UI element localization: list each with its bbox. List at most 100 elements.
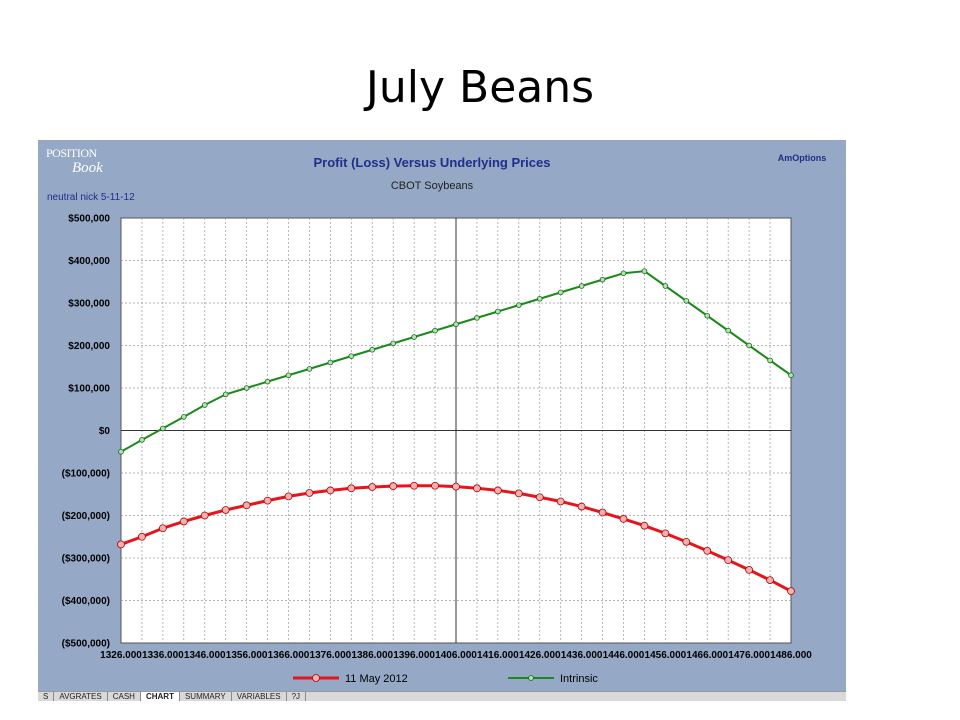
data-point — [158, 524, 167, 533]
data-point — [746, 342, 752, 349]
data-point — [536, 295, 543, 302]
sheet-tab[interactable]: SUMMARY — [180, 692, 232, 701]
data-point — [619, 514, 628, 523]
slide-title: July Beans — [365, 62, 595, 113]
series-layer — [117, 268, 795, 596]
x-tick-label: 1426.000 — [519, 650, 561, 661]
data-point — [682, 537, 691, 546]
data-point — [662, 283, 669, 289]
x-axis-labels: 1326.000 1336.000 1346.000 1356.000 1366.000… — [100, 650, 812, 661]
sheet-tab[interactable]: VARIABLES — [232, 692, 287, 701]
data-point — [745, 565, 754, 574]
data-point — [493, 486, 502, 495]
data-point — [389, 482, 398, 491]
sheet-tab-bar: S AVGRATES CASH CHART SUMMARY VARIABLES ?J — [38, 691, 846, 701]
legend: 11 May 2012 Intrinsic — [293, 673, 598, 685]
data-point — [411, 334, 417, 340]
data-point — [369, 346, 376, 353]
company-label: AmOptions — [778, 153, 827, 163]
data-point — [683, 298, 690, 304]
series-intrinsic — [118, 268, 794, 455]
data-point — [788, 372, 794, 379]
data-point — [473, 484, 481, 493]
y-tick-label: $200,000 — [68, 341, 110, 352]
series-may-2012 — [117, 481, 795, 596]
x-tick-label: 1336.000 — [142, 650, 184, 661]
data-point — [201, 402, 208, 408]
data-point — [326, 486, 335, 495]
x-tick-label: 1366.000 — [268, 650, 310, 661]
y-tick-label: $100,000 — [68, 384, 110, 395]
data-point — [703, 546, 712, 555]
chart-screenshot: POSITION Book Profit (Loss) Versus Under… — [38, 140, 846, 701]
data-point — [474, 315, 480, 321]
data-point — [495, 308, 501, 315]
y-tick-label: $500,000 — [68, 214, 110, 225]
data-point — [221, 506, 230, 514]
data-point — [640, 521, 649, 530]
note-label: neutral nick 5-11-12 — [47, 192, 135, 203]
data-point — [327, 359, 334, 366]
data-point — [242, 501, 251, 510]
data-point — [347, 484, 356, 493]
sheet-tab[interactable]: AVGRATES — [54, 692, 108, 701]
y-tick-label: ($500,000) — [62, 639, 110, 650]
data-point — [305, 489, 314, 497]
data-point — [431, 481, 439, 490]
data-point — [118, 448, 124, 455]
legend-label: Intrinsic — [560, 673, 598, 685]
chart-title: Profit (Loss) Versus Underlying Prices — [314, 155, 551, 170]
data-point — [724, 556, 733, 565]
data-point — [200, 511, 209, 520]
logo-word-position: POSITION — [46, 146, 98, 160]
y-tick-label: ($400,000) — [62, 596, 110, 607]
sheet-tab[interactable]: S — [38, 692, 55, 701]
data-point — [284, 492, 293, 501]
legend-label: 11 May 2012 — [345, 673, 408, 685]
logo-word-book: Book — [72, 160, 103, 176]
data-point — [578, 283, 585, 289]
data-point — [704, 312, 711, 319]
data-point — [263, 496, 272, 505]
y-tick-label: ($100,000) — [62, 469, 110, 480]
x-tick-label: 1356.000 — [226, 650, 268, 661]
sheet-tab[interactable]: CASH — [108, 692, 141, 701]
data-point — [641, 268, 648, 274]
y-axis-labels: $500,000 $400,000 $300,000 $200,000 $100,000… — [62, 214, 111, 650]
x-tick-label: 1476.000 — [728, 650, 770, 661]
legend-marker — [528, 675, 534, 681]
x-tick-label: 1406.000 — [435, 650, 477, 661]
sheet-tab[interactable]: CHART — [140, 692, 180, 701]
data-point — [620, 270, 627, 277]
data-point — [557, 289, 564, 296]
data-point — [181, 414, 187, 420]
data-point — [222, 391, 229, 398]
x-tick-label: 1326.000 — [100, 650, 142, 661]
x-tick-label: 1376.000 — [310, 650, 352, 661]
data-point — [766, 576, 774, 585]
position-book-logo: POSITION Book — [46, 146, 103, 176]
x-tick-label: 1416.000 — [477, 650, 519, 661]
y-tick-label: ($300,000) — [62, 554, 110, 565]
data-point — [514, 489, 523, 498]
data-point — [767, 357, 773, 364]
data-point — [117, 540, 125, 549]
data-point — [306, 366, 313, 372]
y-tick-label: $300,000 — [68, 299, 110, 310]
data-point — [264, 378, 271, 385]
data-point — [787, 587, 795, 596]
y-tick-label: $0 — [99, 426, 111, 437]
data-point — [452, 482, 460, 491]
x-tick-label: 1456.000 — [645, 650, 687, 661]
sheet-tab[interactable]: ?J — [287, 692, 307, 701]
data-point — [390, 340, 396, 347]
x-tick-label: 1346.000 — [184, 650, 226, 661]
x-tick-label: 1396.000 — [393, 650, 435, 661]
data-point — [139, 437, 145, 443]
data-point — [368, 483, 377, 491]
data-point — [285, 372, 292, 379]
data-point — [661, 529, 670, 538]
data-point — [577, 502, 586, 511]
data-point — [410, 481, 419, 490]
x-tick-label: 1486.000 — [770, 650, 812, 661]
